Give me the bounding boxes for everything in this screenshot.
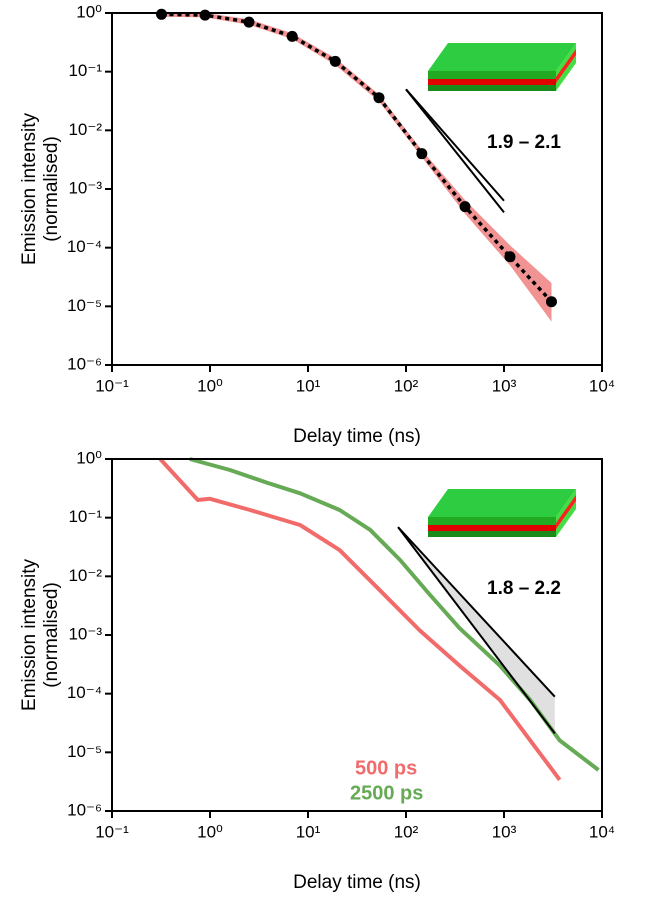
y-axis-label: (normalised) <box>41 582 62 688</box>
y-tick-label: 10⁻⁴ <box>67 683 102 702</box>
data-point <box>373 92 385 104</box>
guide-line <box>397 526 556 698</box>
legend-label: 500 ps <box>355 757 417 779</box>
guide-line <box>405 88 505 202</box>
x-tick-label: 10⁰ <box>197 376 223 395</box>
x-tick-label: 10² <box>394 376 419 395</box>
y-tick-label: 10⁻¹ <box>68 507 102 526</box>
x-tick-label: 10³ <box>492 376 517 395</box>
x-tick-label: 10⁰ <box>197 822 223 841</box>
annotation: 1.9 – 2.1 <box>487 132 561 153</box>
data-point <box>199 9 211 21</box>
x-tick-label: 10¹ <box>296 376 321 395</box>
y-axis-label: (normalised) <box>41 136 62 242</box>
x-tick-label: 10⁴ <box>589 822 615 841</box>
guide-line <box>397 526 556 735</box>
slab-icon <box>428 43 576 91</box>
x-tick-label: 10⁻¹ <box>95 376 129 395</box>
data-point <box>156 8 168 20</box>
data-point <box>243 16 255 28</box>
x-tick-label: 10¹ <box>296 822 321 841</box>
x-tick-label: 10⁻¹ <box>95 822 129 841</box>
slab-icon <box>428 489 576 537</box>
y-tick-label: 10⁻³ <box>68 624 102 643</box>
y-tick-label: 10⁻¹ <box>68 61 102 80</box>
data-point <box>459 201 471 213</box>
legend-label: 2500 ps <box>350 782 423 804</box>
annotation: 1.8 – 2.2 <box>487 578 561 599</box>
y-tick-label: 10⁻⁵ <box>67 296 102 315</box>
y-tick-label: 10⁻⁶ <box>67 800 102 819</box>
data-point <box>286 30 298 42</box>
guide-line <box>405 88 505 213</box>
y-tick-label: 10⁻⁴ <box>67 237 102 256</box>
x-axis-label: Delay time (ns) <box>293 426 421 447</box>
y-tick-label: 10⁻² <box>68 566 102 585</box>
data-point <box>329 55 341 67</box>
y-tick-label: 10⁻³ <box>68 178 102 197</box>
x-tick-label: 10³ <box>492 822 517 841</box>
data-line <box>161 12 553 303</box>
x-axis-label: Delay time (ns) <box>293 872 421 893</box>
x-tick-label: 10⁴ <box>589 376 615 395</box>
y-tick-label: 10⁻⁵ <box>67 742 102 761</box>
y-tick-label: 10⁰ <box>76 2 102 21</box>
data-point <box>504 251 516 263</box>
y-axis-label: Emission intensity <box>19 112 40 265</box>
y-tick-label: 10⁰ <box>76 448 102 467</box>
data-point <box>545 296 557 308</box>
x-tick-label: 10² <box>394 822 419 841</box>
y-tick-label: 10⁻² <box>68 120 102 139</box>
data-line <box>158 457 562 781</box>
data-point <box>416 148 428 160</box>
y-tick-label: 10⁻⁶ <box>67 354 102 373</box>
y-axis-label: Emission intensity <box>19 558 40 711</box>
